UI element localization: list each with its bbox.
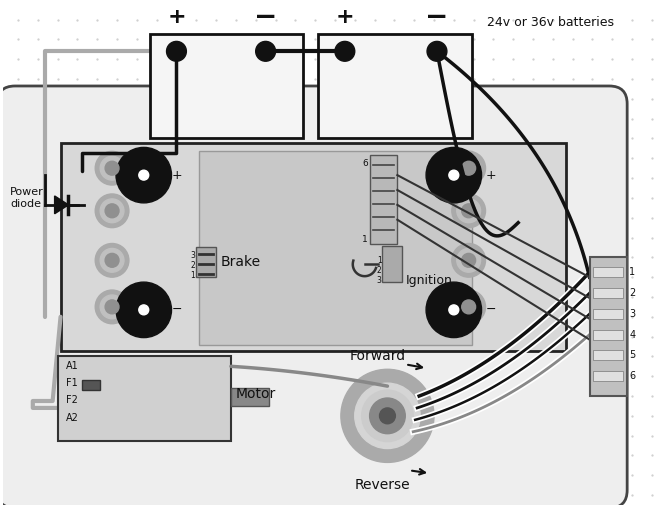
Circle shape	[457, 157, 480, 180]
Circle shape	[95, 243, 129, 277]
Text: −: −	[486, 304, 496, 316]
Text: 24v or 36v batteries: 24v or 36v batteries	[486, 16, 613, 29]
Bar	[594, 371, 623, 381]
Circle shape	[95, 290, 129, 324]
Text: Power
diode: Power diode	[10, 187, 44, 209]
Circle shape	[100, 157, 124, 180]
Text: 6: 6	[629, 371, 635, 381]
Circle shape	[452, 194, 486, 228]
Text: +: +	[336, 7, 354, 27]
Circle shape	[100, 199, 124, 223]
Circle shape	[426, 282, 482, 338]
Text: −: −	[254, 3, 277, 31]
Text: 1: 1	[191, 271, 195, 280]
Circle shape	[452, 243, 486, 277]
Circle shape	[457, 199, 480, 223]
Circle shape	[116, 282, 172, 338]
Bar	[196, 247, 216, 277]
Text: 5: 5	[629, 350, 636, 361]
Circle shape	[335, 41, 355, 61]
Circle shape	[370, 398, 405, 434]
Text: A2: A2	[66, 413, 78, 423]
Circle shape	[105, 161, 119, 175]
Circle shape	[380, 408, 395, 424]
Text: 1: 1	[362, 235, 368, 244]
Text: Reverse: Reverse	[355, 478, 411, 492]
Circle shape	[95, 194, 129, 228]
Text: +: +	[167, 7, 186, 27]
Bar	[318, 34, 472, 138]
Text: Ignition: Ignition	[405, 274, 452, 287]
Bar	[58, 357, 231, 441]
Circle shape	[100, 248, 124, 272]
Circle shape	[449, 305, 459, 315]
Text: −: −	[425, 3, 449, 31]
Circle shape	[427, 41, 447, 61]
Text: 3: 3	[190, 251, 195, 260]
Circle shape	[105, 254, 119, 267]
Text: 1: 1	[377, 256, 382, 265]
Circle shape	[452, 290, 486, 324]
Bar	[594, 330, 623, 339]
Circle shape	[256, 41, 276, 61]
Text: Forward: Forward	[349, 349, 405, 364]
Circle shape	[116, 147, 172, 203]
Bar	[370, 156, 397, 244]
Circle shape	[95, 152, 129, 185]
Text: 3: 3	[376, 276, 382, 285]
Text: Brake: Brake	[221, 256, 261, 269]
Bar	[231, 388, 268, 406]
Circle shape	[166, 41, 186, 61]
Circle shape	[370, 398, 405, 434]
Circle shape	[462, 161, 476, 175]
Text: +: +	[172, 169, 182, 182]
Text: −: −	[172, 304, 182, 316]
Bar	[382, 246, 402, 282]
Text: +: +	[486, 169, 496, 182]
Bar	[594, 350, 623, 361]
Bar	[150, 34, 303, 138]
Circle shape	[100, 295, 124, 319]
Circle shape	[139, 170, 149, 180]
Circle shape	[457, 295, 480, 319]
FancyBboxPatch shape	[0, 86, 627, 505]
Text: 6: 6	[362, 159, 368, 168]
Text: 3: 3	[629, 309, 635, 319]
Text: A1: A1	[66, 361, 78, 371]
Circle shape	[355, 383, 420, 448]
Circle shape	[139, 305, 149, 315]
Text: 1: 1	[629, 267, 635, 277]
Circle shape	[362, 390, 413, 441]
Circle shape	[426, 147, 482, 203]
Bar	[61, 143, 566, 351]
Circle shape	[462, 300, 476, 314]
Circle shape	[462, 204, 476, 218]
Text: 2: 2	[377, 266, 382, 275]
Text: 2: 2	[629, 288, 636, 298]
Circle shape	[462, 254, 476, 267]
Text: F1: F1	[66, 378, 77, 388]
Circle shape	[457, 248, 480, 272]
Circle shape	[452, 152, 486, 185]
Bar	[199, 152, 472, 344]
Circle shape	[105, 204, 119, 218]
Bar	[82, 380, 100, 390]
Circle shape	[341, 369, 434, 463]
Text: F2: F2	[66, 395, 78, 405]
Bar	[590, 258, 627, 396]
Text: 2: 2	[191, 261, 195, 270]
Polygon shape	[55, 196, 68, 214]
Text: 4: 4	[629, 330, 635, 340]
Circle shape	[380, 408, 395, 424]
Circle shape	[105, 300, 119, 314]
Text: Motor: Motor	[236, 387, 276, 401]
Circle shape	[449, 170, 459, 180]
Bar	[594, 309, 623, 319]
Bar	[594, 288, 623, 298]
Bar	[594, 267, 623, 277]
